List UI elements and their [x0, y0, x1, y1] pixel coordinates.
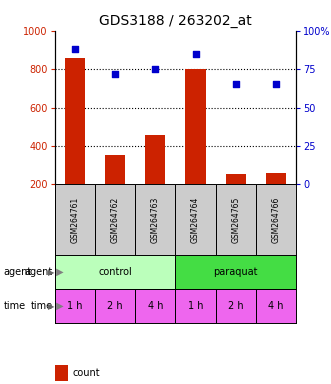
Bar: [256, 289, 296, 323]
Text: control: control: [98, 267, 132, 277]
Text: GSM264763: GSM264763: [151, 197, 160, 243]
Text: ▶: ▶: [48, 301, 55, 311]
Point: [72, 46, 77, 52]
Point: [233, 81, 238, 88]
Point: [153, 66, 158, 72]
Title: GDS3188 / 263202_at: GDS3188 / 263202_at: [99, 14, 252, 28]
Text: 1 h: 1 h: [188, 301, 203, 311]
Text: 2 h: 2 h: [107, 301, 123, 311]
Point: [112, 71, 118, 77]
Bar: [145, 136, 166, 184]
Bar: [105, 155, 125, 184]
Text: 4 h: 4 h: [268, 301, 284, 311]
Text: 1 h: 1 h: [67, 301, 82, 311]
Bar: [175, 289, 216, 323]
Point: [273, 81, 279, 88]
Bar: [175, 255, 296, 289]
Text: count: count: [73, 368, 100, 378]
Bar: [55, 289, 95, 323]
Bar: [55, 255, 175, 289]
Bar: [65, 58, 85, 184]
Bar: [185, 69, 206, 184]
Text: ▶: ▶: [53, 267, 64, 277]
Text: ▶: ▶: [48, 268, 55, 277]
Text: time: time: [31, 301, 53, 311]
Bar: [216, 289, 256, 323]
Bar: [95, 184, 135, 255]
Bar: [266, 173, 286, 184]
Bar: [256, 184, 296, 255]
Text: GSM264764: GSM264764: [191, 197, 200, 243]
Bar: [95, 289, 135, 323]
Bar: [135, 184, 175, 255]
Text: 4 h: 4 h: [148, 301, 163, 311]
Text: 2 h: 2 h: [228, 301, 244, 311]
Bar: [216, 184, 256, 255]
Text: GSM264762: GSM264762: [111, 197, 119, 243]
Bar: [175, 184, 216, 255]
Text: GSM264765: GSM264765: [231, 197, 240, 243]
Point: [193, 51, 198, 57]
Text: ▶: ▶: [53, 301, 64, 311]
Text: time: time: [3, 301, 25, 311]
Bar: [226, 174, 246, 184]
Bar: [55, 184, 95, 255]
Bar: [135, 289, 175, 323]
Text: GSM264761: GSM264761: [70, 197, 79, 243]
Text: agent: agent: [25, 267, 53, 277]
Text: GSM264766: GSM264766: [272, 197, 281, 243]
Text: paraquat: paraquat: [213, 267, 258, 277]
Text: agent: agent: [3, 267, 31, 277]
